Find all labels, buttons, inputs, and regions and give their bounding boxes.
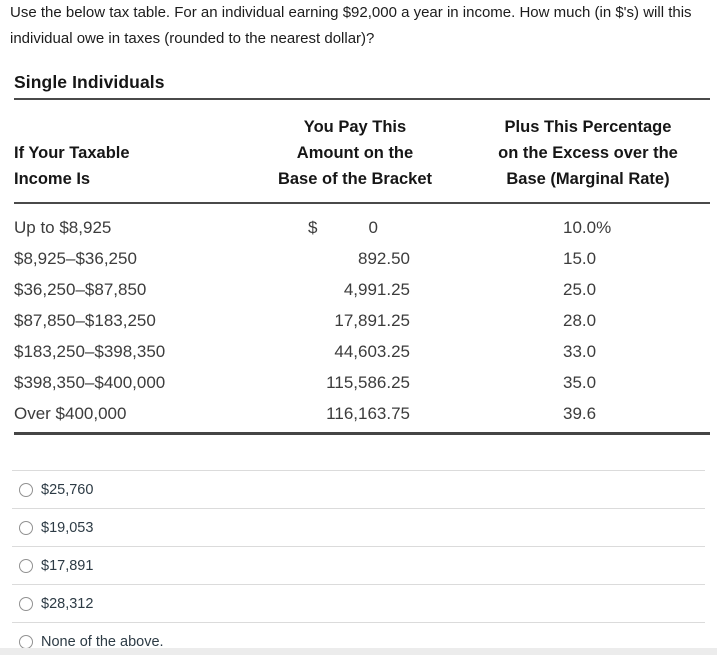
radio-button-icon[interactable]: [19, 558, 33, 573]
answer-option-label: None of the above.: [41, 633, 164, 650]
range-cell: $8,925–$36,250: [14, 248, 137, 268]
answer-option-label: $19,053: [41, 519, 94, 536]
answer-option-4[interactable]: $28,312: [12, 584, 705, 622]
radio-button-icon[interactable]: [19, 520, 33, 535]
range-cell: $87,850–$183,250: [14, 310, 156, 330]
answer-option-label: $25,760: [41, 481, 94, 498]
range-cell: $183,250–$398,350: [14, 341, 166, 361]
page-bottom-edge: [0, 648, 717, 655]
base-cell: 17,891.25: [334, 310, 410, 330]
header-base-amount: You Pay This Amount on the Base of the B…: [277, 118, 433, 188]
answer-option-2[interactable]: $19,053: [12, 508, 705, 546]
base-cell: 892.50: [358, 248, 410, 268]
range-cell: $398,350–$400,000: [14, 372, 166, 392]
table-row: $183,250–$398,350 44,603.25 33.0: [14, 336, 710, 367]
dollar-sign: $: [308, 217, 318, 237]
base-cell: 115,586.25: [326, 372, 410, 392]
base-cell: $ 0: [308, 217, 378, 237]
question-text: Use the below tax table. For an individu…: [10, 4, 692, 47]
rate-cell: 35.0: [563, 372, 597, 392]
table-title: Single Individuals: [14, 71, 710, 100]
header-marginal-rate: Plus This Percentage on the Excess over …: [498, 118, 678, 188]
base-cell: 4,991.25: [343, 279, 410, 299]
range-cell: Over $400,000: [14, 403, 127, 423]
table-row: Over $400,000 116,163.75 39.6: [14, 398, 710, 429]
radio-button-icon[interactable]: [19, 596, 33, 611]
range-cell: Up to $8,925: [14, 217, 112, 237]
answer-option-1[interactable]: $25,760: [12, 470, 705, 508]
header-taxable-income: If Your Taxable Income Is: [14, 144, 130, 188]
answer-option-3[interactable]: $17,891: [12, 546, 705, 584]
table-row: Up to $8,925 $ 0 10.0%: [14, 212, 710, 243]
tax-table: Single Individuals If Your Taxable Incom…: [14, 71, 710, 435]
table-row: $8,925–$36,250 892.50 15.0: [14, 243, 710, 274]
rate-cell: 10.0%: [563, 217, 612, 237]
rate-cell: 28.0: [563, 310, 597, 330]
answer-options: $25,760 $19,053 $17,891 $28,312 None of …: [12, 470, 705, 660]
table-header-row: If Your Taxable Income Is You Pay This A…: [14, 100, 710, 204]
range-cell: $36,250–$87,850: [14, 279, 147, 299]
answer-option-label: $17,891: [41, 557, 94, 574]
table-row: $398,350–$400,000 115,586.25 35.0: [14, 367, 710, 398]
rate-cell: 39.6: [563, 403, 597, 423]
base-cell: 44,603.25: [334, 341, 410, 361]
table-body: Up to $8,925 $ 0 10.0% $8,925–$36,250 89…: [14, 204, 710, 435]
rate-cell: 25.0: [563, 279, 597, 299]
answer-option-5[interactable]: None of the above.: [12, 622, 705, 660]
base-cell: 116,163.75: [326, 403, 410, 423]
rate-cell: 15.0: [563, 248, 597, 268]
radio-button-icon[interactable]: [19, 482, 33, 497]
table-row: $36,250–$87,850 4,991.25 25.0: [14, 274, 710, 305]
answer-option-label: $28,312: [41, 595, 94, 612]
table-row: $87,850–$183,250 17,891.25 28.0: [14, 305, 710, 336]
rate-cell: 33.0: [563, 341, 597, 361]
radio-button-icon[interactable]: [19, 634, 33, 649]
